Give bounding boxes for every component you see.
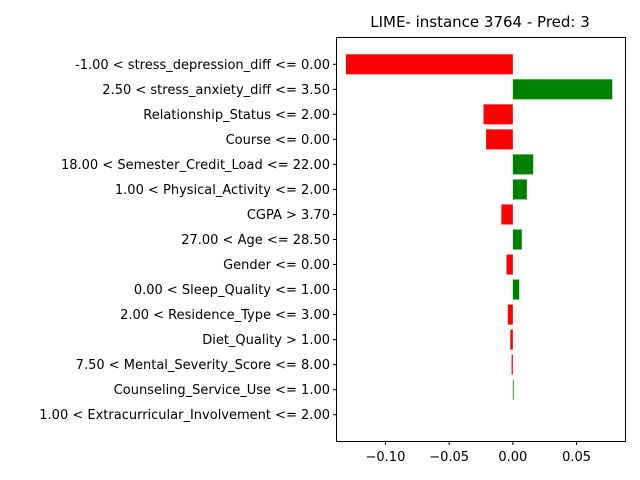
bar-8 [506,254,513,275]
bar-11 [510,329,513,350]
y-tick-label-2: Relationship_Status <= 2.00 [143,108,330,123]
bar-7 [512,229,522,250]
bar-4 [512,154,534,175]
y-tick-label-5: 1.00 < Physical_Activity <= 2.00 [115,183,330,198]
y-tick-label-6: CGPA > 3.70 [247,208,330,223]
bars-group [345,54,613,400]
chart-title: LIME- instance 3764 - Pred: 3 [370,13,590,31]
bar-5 [512,179,527,200]
y-tick-label-14: 1.00 < Extracurricular_Involvement <= 2.… [39,408,330,423]
x-ticks: −0.10 −0.05 0.00 0.05 [366,441,591,465]
bar-10 [507,304,513,325]
y-tick-label-9: 0.00 < Sleep_Quality <= 1.00 [134,283,330,298]
y-tick-label-13: Counseling_Service_Use <= 1.00 [114,383,330,398]
bar-12 [511,354,513,375]
plot-area-frame [336,37,626,442]
bar-6 [501,204,513,225]
y-tick-label-8: Gender <= 0.00 [223,258,330,273]
y-tick-label-7: 27.00 < Age <= 28.50 [181,233,330,248]
y-tick-labels: -1.00 < stress_depression_diff <= 0.00 2.… [39,58,337,423]
bar-2 [483,104,513,125]
x-tick-label-0: −0.10 [366,450,406,465]
y-tick-label-4: 18.00 < Semester_Credit_Load <= 22.00 [61,158,330,173]
bar-3 [486,129,513,150]
bar-0 [345,54,513,75]
bar-1 [512,79,613,100]
y-tick-label-12: 7.50 < Mental_Severity_Score <= 8.00 [76,358,330,373]
x-tick-label-1: −0.05 [429,450,469,465]
y-tick-label-3: Course <= 0.00 [226,133,330,148]
x-tick-label-3: 0.05 [562,450,591,465]
y-tick-label-11: Diet_Quality > 1.00 [202,333,330,348]
y-tick-label-1: 2.50 < stress_anxiety_diff <= 3.50 [102,83,330,98]
bar-13 [512,379,514,400]
y-tick-label-10: 2.00 < Residence_Type <= 3.00 [120,308,330,323]
y-tick-label-0: -1.00 < stress_depression_diff <= 0.00 [75,58,330,73]
bar-9 [512,279,520,300]
x-tick-label-2: 0.00 [498,450,527,465]
